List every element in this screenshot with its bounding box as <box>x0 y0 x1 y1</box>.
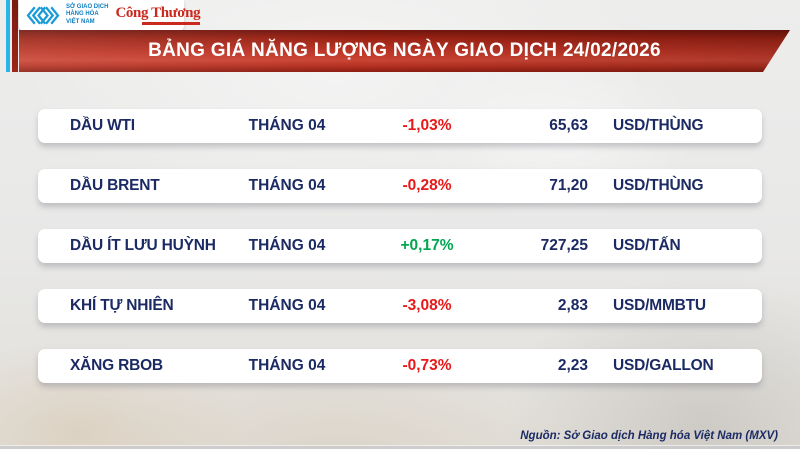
mxv-logo-text-line1: SỞ GIAO DỊCH <box>66 4 109 11</box>
congthuong-logo: Công Thương <box>115 4 201 25</box>
price-value: 2,83 <box>557 297 588 314</box>
contract-month: THÁNG 04 <box>248 297 326 314</box>
change-percent: -3,08% <box>402 297 452 314</box>
price-value: 2,23 <box>557 357 588 374</box>
source-note: Nguồn: Sở Giao dịch Hàng hóa Việt Nam (M… <box>520 430 778 442</box>
congthuong-tagline-bar <box>142 21 201 25</box>
left-accent-stripe-cyan <box>6 0 10 72</box>
price-unit: USD/MMBTU <box>613 297 706 314</box>
price-unit: USD/THÙNG <box>613 117 704 134</box>
congthuong-logo-text: Công Thương <box>115 4 201 21</box>
mxv-logo-icon <box>26 6 60 24</box>
page-title: BẢNG GIÁ NĂNG LƯỢNG NGÀY GIAO DỊCH 24/02… <box>148 40 661 61</box>
commodity-name: DẦU ÍT LƯU HUỲNH <box>70 237 216 254</box>
price-unit: USD/TẤN <box>613 237 681 254</box>
price-table-row: DẦU ÍT LƯU HUỲNH THÁNG 04 +0,17% 727,25 … <box>38 229 762 263</box>
brand-logo-plate: SỞ GIAO DỊCH HÀNG HÓA VIỆT NAM Công Thươ… <box>19 0 201 31</box>
bottom-edge-strip <box>0 445 800 449</box>
mxv-logo-text-line3: VIỆT NAM <box>66 18 95 25</box>
contract-month: THÁNG 04 <box>248 357 326 374</box>
price-table-row: DẦU WTI THÁNG 04 -1,03% 65,63 USD/THÙNG <box>38 109 762 143</box>
change-percent: -0,73% <box>402 357 452 374</box>
price-value: 65,63 <box>549 117 588 134</box>
contract-month: THÁNG 04 <box>248 237 326 254</box>
price-unit: USD/THÙNG <box>613 177 704 194</box>
price-value: 727,25 <box>540 237 588 254</box>
commodity-name: DẦU WTI <box>70 117 135 134</box>
change-percent: -1,03% <box>402 117 452 134</box>
commodity-name: XĂNG RBOB <box>70 357 163 374</box>
contract-month: THÁNG 04 <box>248 177 326 194</box>
commodity-name: KHÍ TỰ NHIÊN <box>70 297 174 314</box>
price-rows: DẦU WTI THÁNG 04 -1,03% 65,63 USD/THÙNG … <box>38 109 762 409</box>
left-accent-stripe-maroon <box>12 0 18 72</box>
price-table-row: XĂNG RBOB THÁNG 04 -0,73% 2,23 USD/GALLO… <box>38 349 762 383</box>
commodity-name: DẦU BRENT <box>70 177 160 194</box>
mxv-logo-text: SỞ GIAO DỊCH HÀNG HÓA VIỆT NAM <box>66 4 108 26</box>
contract-month: THÁNG 04 <box>248 117 326 134</box>
price-value: 71,20 <box>549 177 588 194</box>
price-table-row: KHÍ TỰ NHIÊN THÁNG 04 -3,08% 2,83 USD/MM… <box>38 289 762 323</box>
price-table-row: DẦU BRENT THÁNG 04 -0,28% 71,20 USD/THÙN… <box>38 169 762 203</box>
change-percent: -0,28% <box>402 177 452 194</box>
title-banner: BẢNG GIÁ NĂNG LƯỢNG NGÀY GIAO DỊCH 24/02… <box>19 30 790 72</box>
mxv-logo-text-line2: HÀNG HÓA <box>66 11 99 18</box>
change-percent: +0,17% <box>400 237 454 254</box>
price-unit: USD/GALLON <box>613 357 714 374</box>
